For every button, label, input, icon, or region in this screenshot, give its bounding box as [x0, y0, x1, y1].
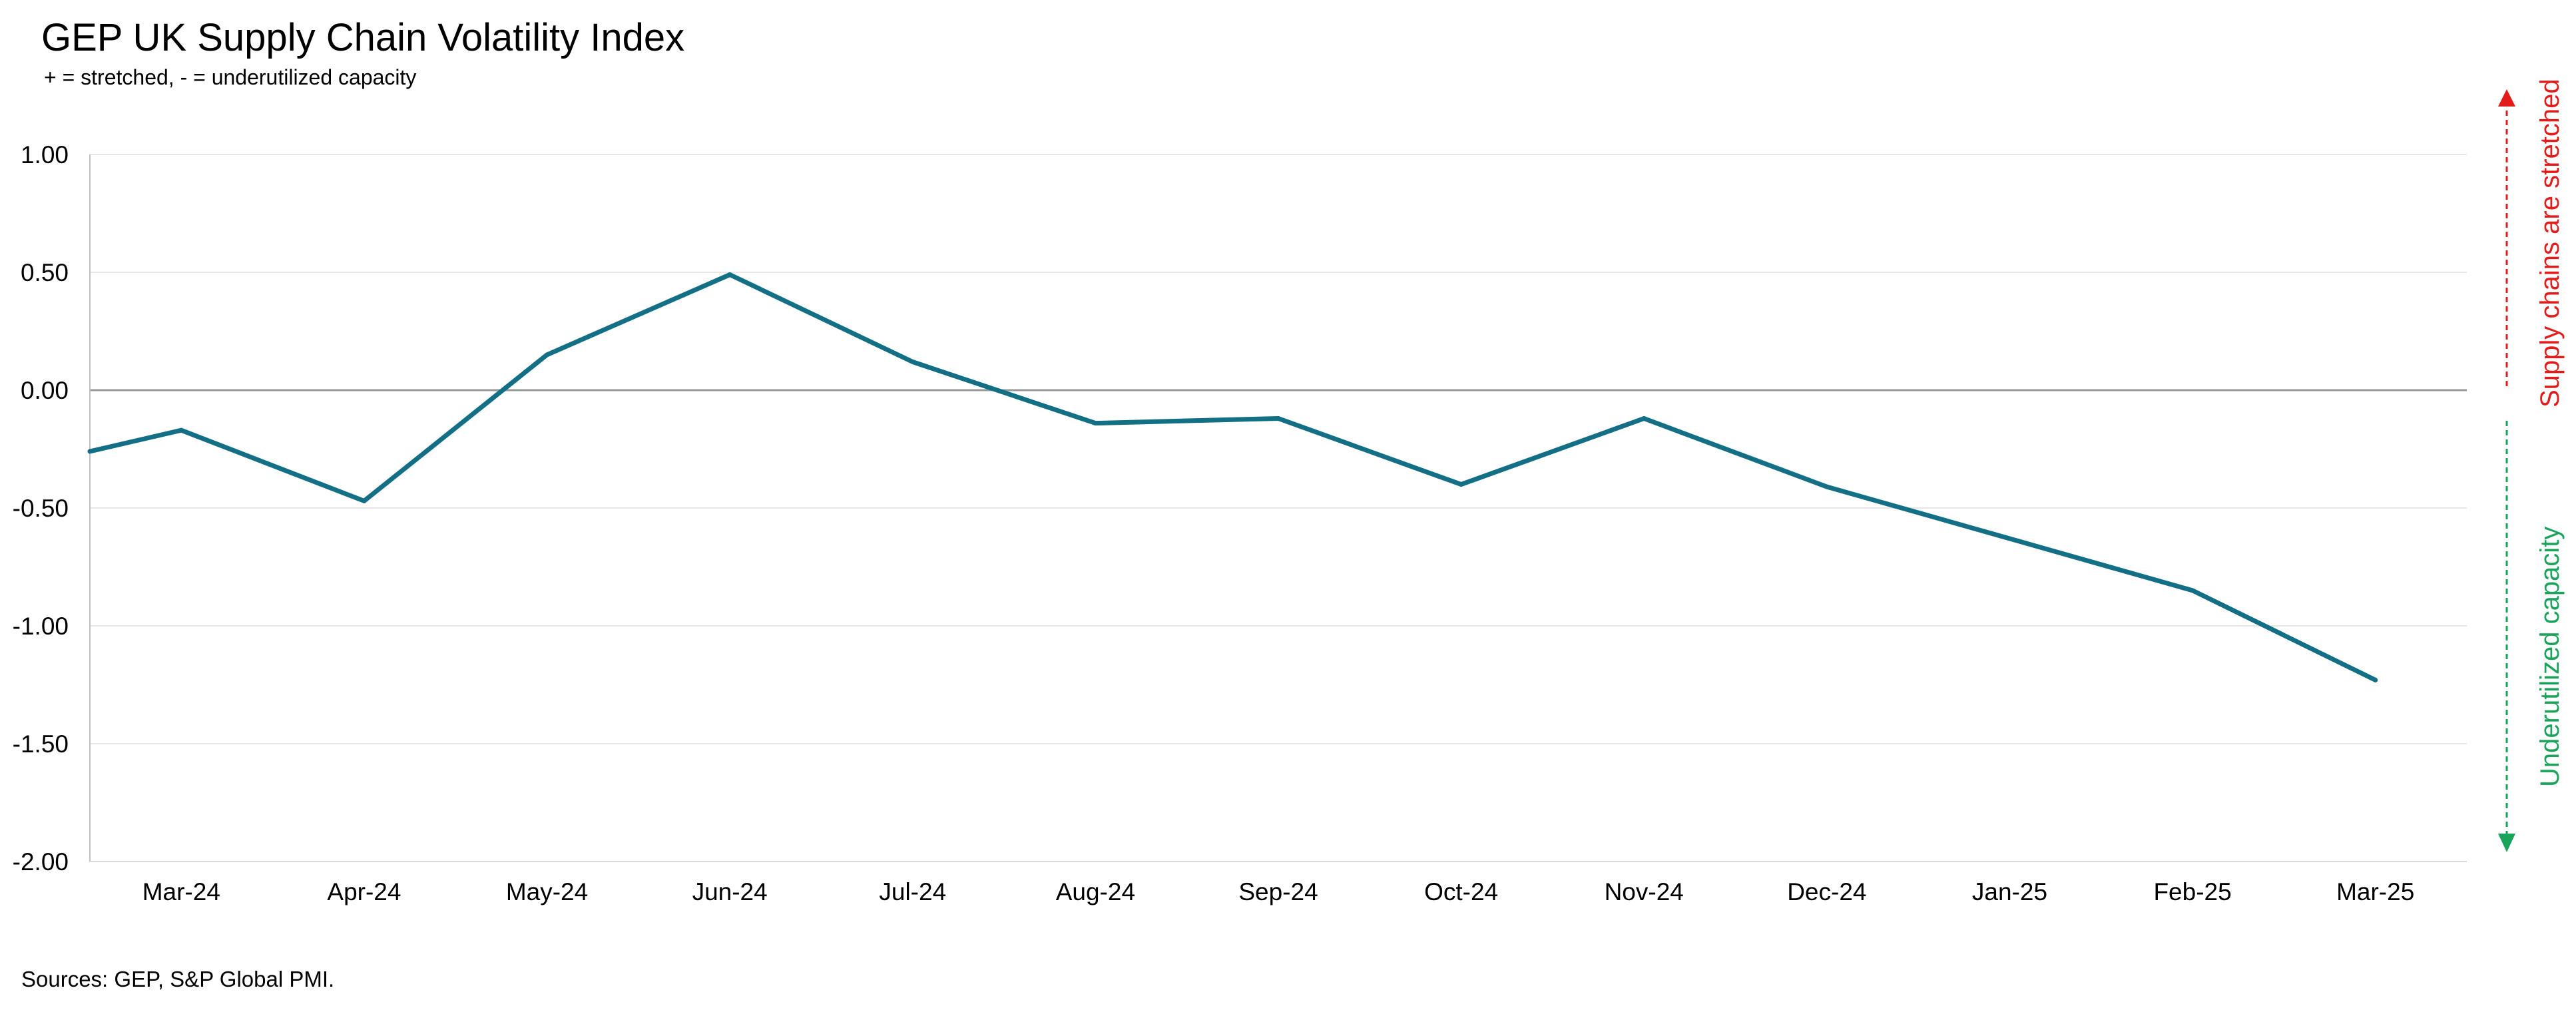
x-tick-label: Mar-24 — [142, 878, 220, 905]
source-note: Sources: GEP, S&P Global PMI. — [21, 967, 334, 991]
x-tick-label: Jul-24 — [879, 878, 946, 905]
x-tick-label: Oct-24 — [1424, 878, 1498, 905]
data-point — [2190, 588, 2195, 593]
lower-annotation: Underutilized capacity — [2498, 421, 2565, 852]
data-point — [1641, 415, 1647, 421]
stretched-label: Supply chains are stretched — [2535, 79, 2565, 407]
x-tick-label: Dec-24 — [1787, 878, 1866, 905]
data-point — [1093, 421, 1098, 426]
x-tick-labels: Mar-24 Apr-24 May-24 Jun-24 Jul-24 Aug-24 Sep-… — [142, 878, 2415, 905]
data-point — [910, 360, 915, 365]
data-point — [1276, 415, 1281, 421]
data-point — [178, 427, 184, 433]
y-tick-label: 1.00 — [21, 141, 69, 168]
x-tick-label: May-24 — [506, 878, 588, 905]
y-tick-label: 0.50 — [21, 259, 69, 286]
data-point — [362, 498, 367, 503]
x-tick-label: Sep-24 — [1238, 878, 1318, 905]
data-point — [545, 352, 550, 358]
data-point — [2373, 677, 2378, 682]
x-tick-label: Aug-24 — [1056, 878, 1135, 905]
up-arrow-icon — [2498, 89, 2515, 107]
data-point — [2007, 536, 2012, 541]
upper-annotation: Supply chains are stretched — [2498, 79, 2565, 407]
underutilized-label: Underutilized capacity — [2535, 527, 2565, 787]
series — [87, 272, 2378, 682]
y-tick-label: -2.00 — [13, 848, 69, 876]
y-tick-label: 0.00 — [21, 377, 69, 404]
y-tick-label: -0.50 — [13, 495, 69, 522]
data-point — [1459, 482, 1464, 487]
x-tick-label: Apr-24 — [327, 878, 401, 905]
data-point — [1824, 484, 1830, 489]
chart-subtitle: + = stretched, - = underutilized capacit… — [44, 65, 416, 89]
chart-title: GEP UK Supply Chain Volatility Index — [41, 16, 684, 59]
axes — [89, 154, 2467, 862]
y-tick-label: -1.50 — [13, 730, 69, 758]
y-tick-labels: 1.00 0.50 0.00 -0.50 -1.00 -1.50 -2.00 — [13, 141, 69, 876]
data-point — [727, 272, 732, 278]
x-tick-label: Jun-24 — [692, 878, 768, 905]
x-tick-label: Mar-25 — [2336, 878, 2414, 905]
x-tick-label: Jan-25 — [1972, 878, 2047, 905]
down-arrow-icon — [2498, 834, 2515, 852]
gridlines — [90, 154, 2467, 862]
y-tick-label: -1.00 — [13, 613, 69, 640]
x-tick-label: Feb-25 — [2153, 878, 2231, 905]
series-line — [87, 272, 2378, 682]
x-tick-label: Nov-24 — [1605, 878, 1684, 905]
